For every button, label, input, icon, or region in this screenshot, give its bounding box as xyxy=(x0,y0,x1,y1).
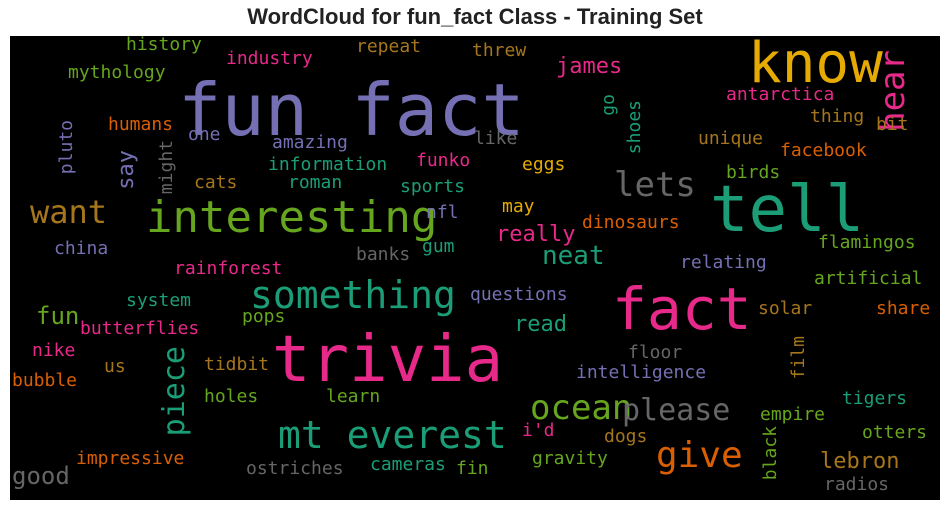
word-humans: humans xyxy=(108,116,173,134)
word-history: history xyxy=(126,36,202,54)
word-black: black xyxy=(762,426,780,480)
word-share: share xyxy=(876,300,930,318)
word-relating: relating xyxy=(680,254,767,272)
word-interesting: interesting xyxy=(146,196,437,240)
word-want: want xyxy=(30,196,107,228)
word-film: film xyxy=(790,336,808,379)
chart-title: WordCloud for fun_fact Class - Training … xyxy=(0,4,950,30)
word-roman: roman xyxy=(288,174,342,192)
word-rainforest: rainforest xyxy=(174,260,282,278)
word-read: read xyxy=(514,314,567,336)
word-antarctica: antarctica xyxy=(726,86,834,104)
word-threw: threw xyxy=(472,42,526,60)
word-cloud: fun fact know hear tell interesting trivia fac… xyxy=(10,36,940,500)
word-might: might xyxy=(158,140,176,194)
word-gum: gum xyxy=(422,238,455,256)
word-dinosaurs: dinosaurs xyxy=(582,214,680,232)
word-ostriches: ostriches xyxy=(246,460,344,478)
word-like: like xyxy=(474,130,517,148)
word-radios: radios xyxy=(824,476,889,494)
word-butterflies: butterflies xyxy=(80,320,199,338)
word-really: really xyxy=(496,224,575,246)
word-questions: questions xyxy=(470,286,568,304)
word-facebook: facebook xyxy=(780,142,867,160)
word-tidbit: tidbit xyxy=(204,356,269,374)
word-unique: unique xyxy=(698,130,763,148)
word-fin: fin xyxy=(456,460,489,478)
word-nfl: nfl xyxy=(426,204,459,222)
word-us: us xyxy=(104,358,126,376)
word-impressive: impressive xyxy=(76,450,184,468)
word-james: james xyxy=(556,56,622,78)
word-cats: cats xyxy=(194,174,237,192)
word-repeat: repeat xyxy=(356,38,421,56)
word-shoes: shoes xyxy=(626,100,644,154)
word-learn: learn xyxy=(326,388,380,406)
word-good: good xyxy=(12,464,70,488)
word-say: say xyxy=(116,150,138,190)
word-gravity: gravity xyxy=(532,450,608,468)
word-piece: piece xyxy=(160,346,190,436)
word-pops: pops xyxy=(242,308,285,326)
word-funko: funko xyxy=(416,152,470,170)
word-floor: floor xyxy=(628,344,682,362)
word-china: china xyxy=(54,240,108,258)
word-system: system xyxy=(126,292,191,310)
word-i-d: i'd xyxy=(522,422,555,440)
word-sports: sports xyxy=(400,178,465,196)
word-pluto: pluto xyxy=(58,120,76,174)
word-tigers: tigers xyxy=(842,390,907,408)
word-fun: fun xyxy=(36,304,79,328)
word-solar: solar xyxy=(758,300,812,318)
word-banks: banks xyxy=(356,246,410,264)
word-give: give xyxy=(656,438,743,474)
word-one: one xyxy=(188,126,221,144)
word-empire: empire xyxy=(760,406,825,424)
word-birds: birds xyxy=(726,164,780,182)
word-mythology: mythology xyxy=(68,64,166,82)
word-flamingos: flamingos xyxy=(818,234,916,252)
word-holes: holes xyxy=(204,388,258,406)
word-otters: otters xyxy=(862,424,927,442)
word-artificial: artificial xyxy=(814,270,922,288)
word-eggs: eggs xyxy=(522,156,565,174)
word-trivia: trivia xyxy=(272,328,503,392)
word-nike: nike xyxy=(32,342,75,360)
word-intelligence: intelligence xyxy=(576,364,706,382)
word-thing: thing xyxy=(810,108,864,126)
word-bit: bit xyxy=(876,116,909,134)
word-lets: lets xyxy=(614,168,696,202)
word-industry: industry xyxy=(226,50,313,68)
word-dogs: dogs xyxy=(604,428,647,446)
word-mt-everest: mt everest xyxy=(278,416,507,454)
word-lebron: lebron xyxy=(820,451,899,473)
word-fact: fact xyxy=(612,280,752,338)
word-go: go xyxy=(600,94,618,116)
word-amazing: amazing xyxy=(272,134,348,152)
word-fun-fact: fun fact xyxy=(178,74,525,146)
word-may: may xyxy=(502,198,535,216)
word-cameras: cameras xyxy=(370,456,446,474)
word-please: please xyxy=(622,396,730,426)
word-bubble: bubble xyxy=(12,372,77,390)
